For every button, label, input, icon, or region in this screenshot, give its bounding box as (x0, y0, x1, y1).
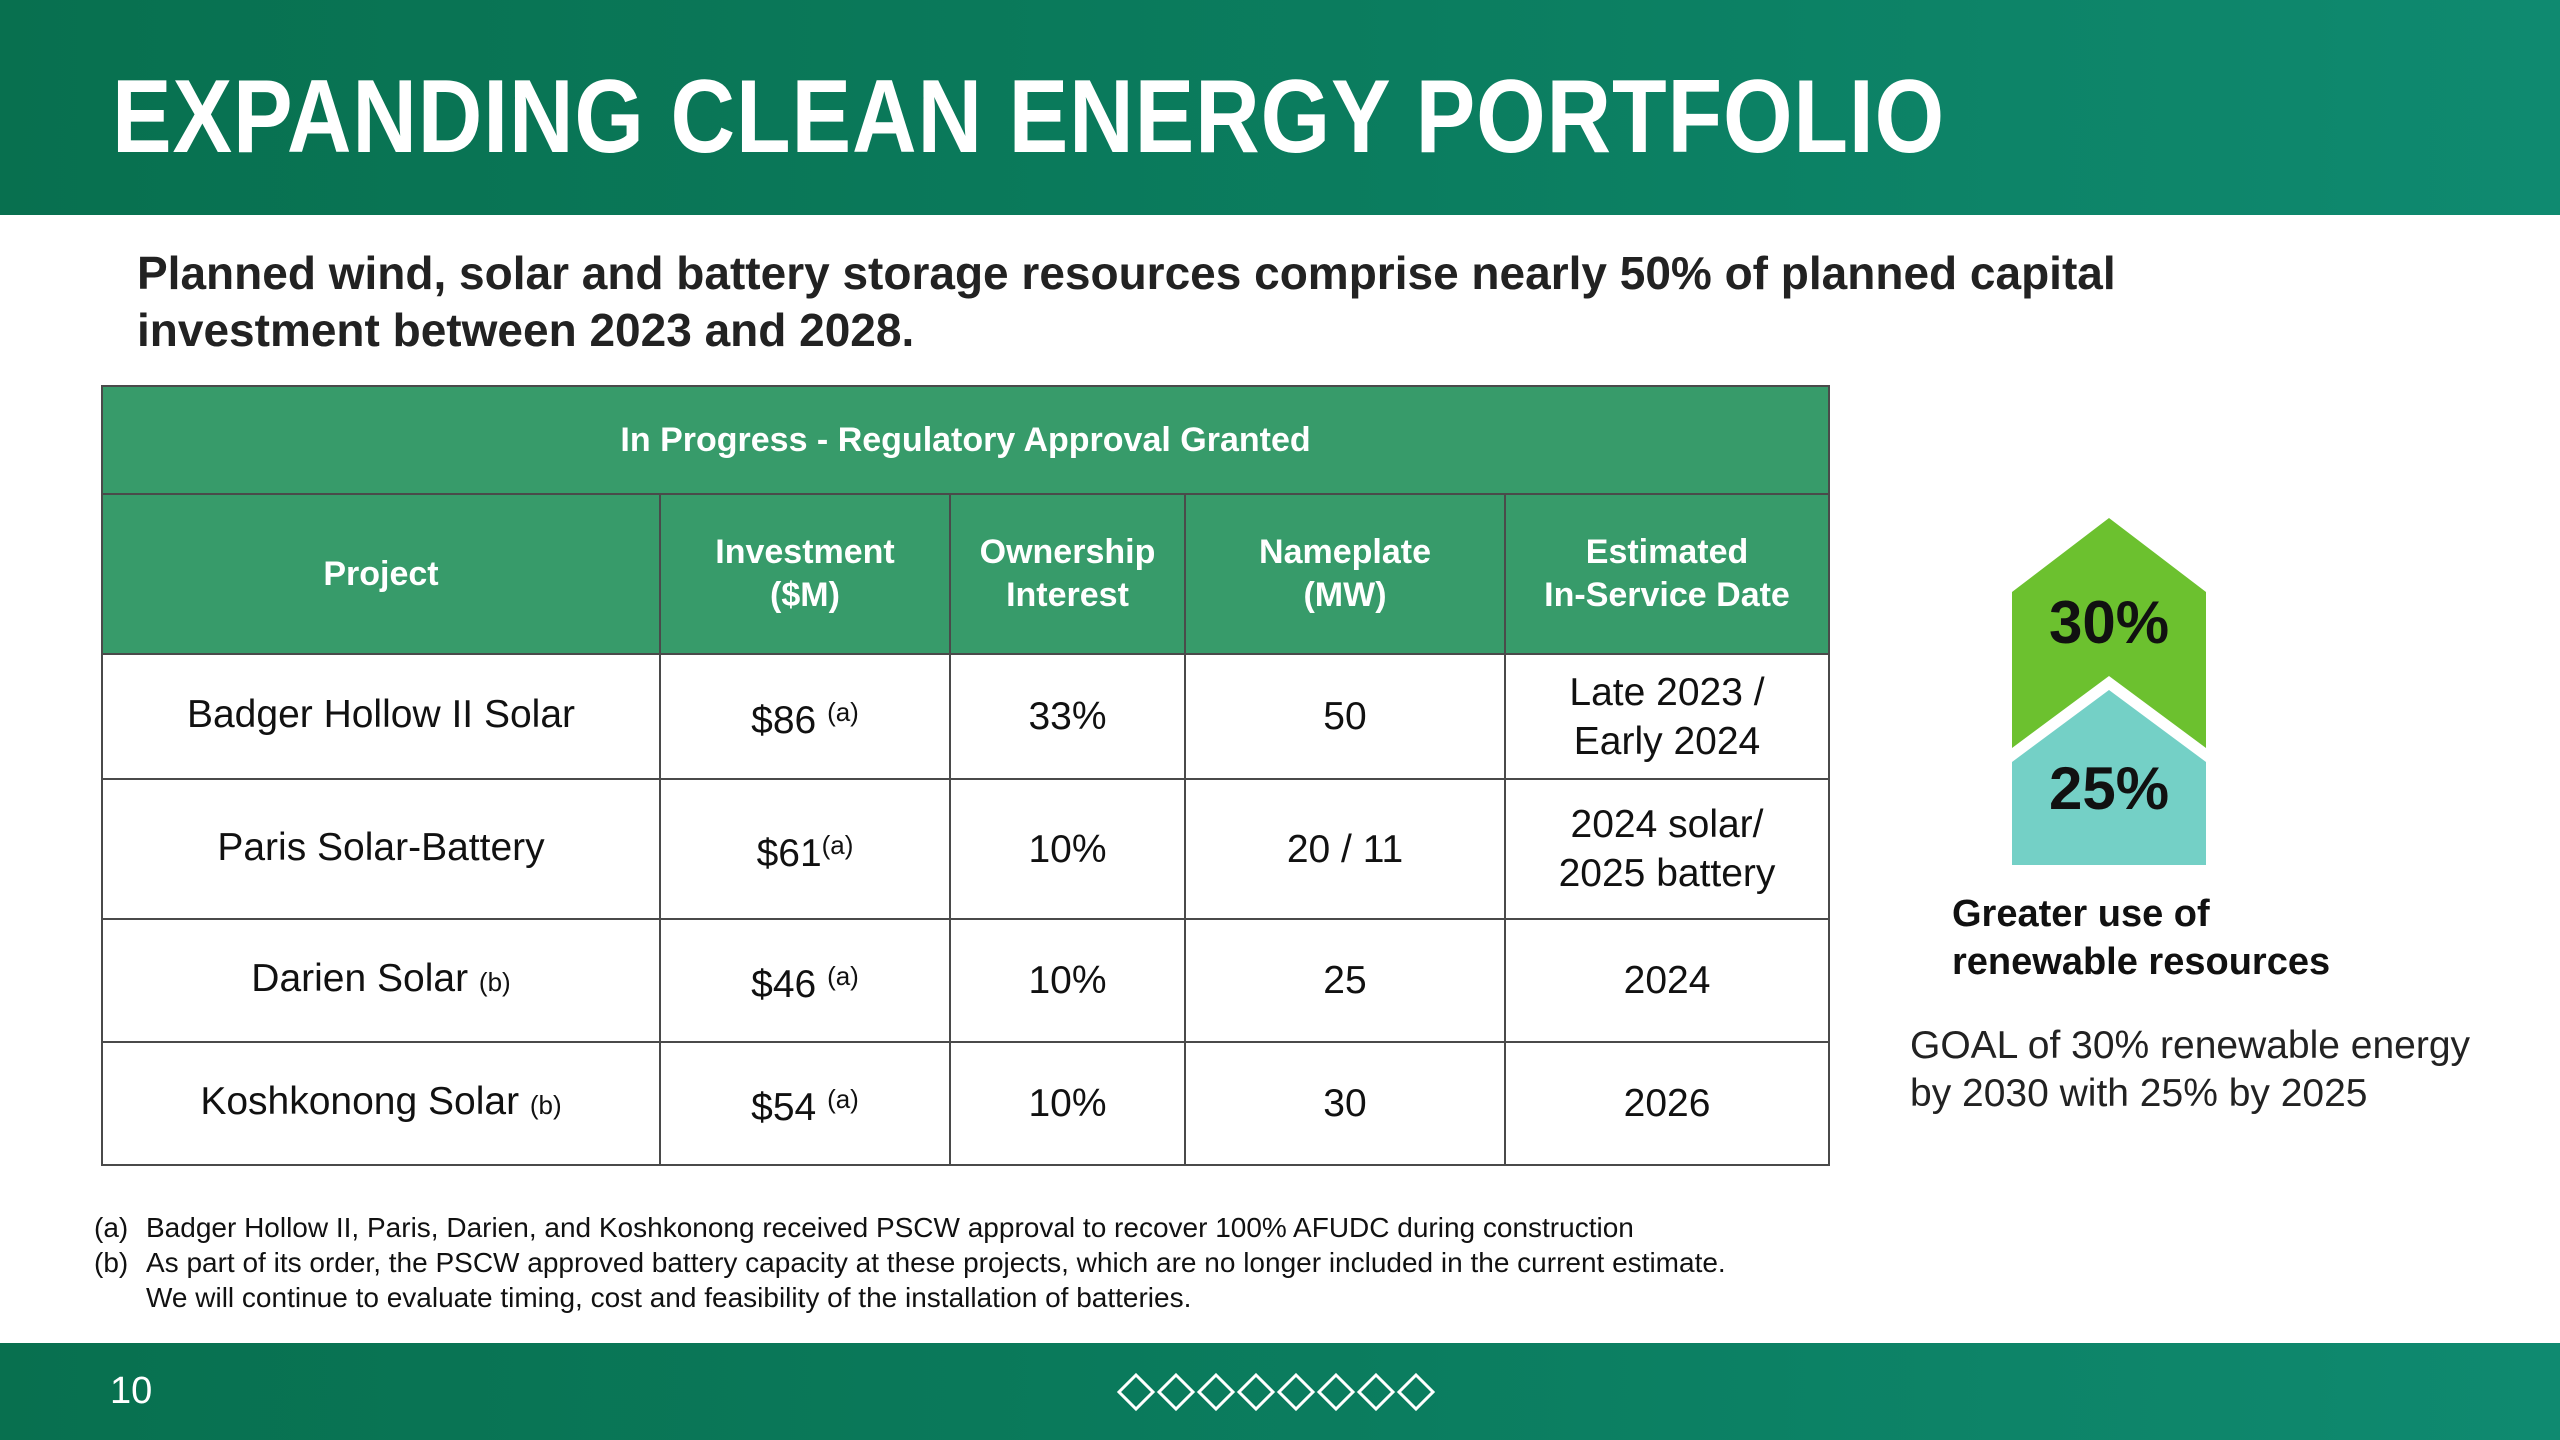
cell-in-service-date: Late 2023 /Early 2024 (1503, 653, 1831, 780)
table-row: Paris Solar-Battery $61(a) 10% 20 / 11 2… (101, 778, 1831, 920)
diamond-icon (1116, 1372, 1156, 1412)
slide-title: EXPANDING CLEAN ENERGY PORTFOLIO (112, 59, 1946, 175)
cell-ownership: 33% (949, 653, 1186, 780)
cell-ownership: 10% (949, 1041, 1186, 1166)
footnotes: (a) Badger Hollow II, Paris, Darien, and… (94, 1210, 1994, 1315)
cell-in-service-date: 2024 solar/2025 battery (1503, 778, 1831, 920)
table-row: Koshkonong Solar (b) $54 (a) 10% 30 2026 (101, 1041, 1831, 1166)
diamond-icon (1276, 1372, 1316, 1412)
footnote-a: (a) Badger Hollow II, Paris, Darien, and… (94, 1212, 1634, 1243)
column-header-nameplate: Nameplate (MW) (1184, 493, 1506, 655)
cell-project: Koshkonong Solar (b) (101, 1041, 661, 1166)
column-header-ownership: Ownership Interest (949, 493, 1186, 655)
diamond-row-icon (1116, 1372, 1436, 1412)
table-row: Badger Hollow II Solar $86 (a) 33% 50 La… (101, 653, 1831, 780)
cell-project: Badger Hollow II Solar (101, 653, 661, 780)
diamond-icon (1396, 1372, 1436, 1412)
cell-investment: $46 (a) (659, 918, 951, 1043)
cell-nameplate: 20 / 11 (1184, 778, 1506, 920)
cell-investment: $61(a) (659, 778, 951, 920)
slide-subtitle: Planned wind, solar and battery storage … (137, 247, 2116, 356)
renewable-goal-text: GOAL of 30% renewable energy by 2030 wit… (1910, 1024, 2471, 1115)
diamond-icon (1156, 1372, 1196, 1412)
projects-table: In Progress - Regulatory Approval Grante… (100, 385, 1831, 1166)
lower-percentage: 25% (2048, 755, 2170, 822)
cell-ownership: 10% (949, 778, 1186, 920)
diamond-icon (1316, 1372, 1356, 1412)
table-band-title: In Progress - Regulatory Approval Grante… (100, 385, 1831, 495)
cell-in-service-date: 2024 (1503, 918, 1831, 1043)
cell-project: Darien Solar (b) (101, 918, 661, 1043)
cell-nameplate: 50 (1184, 653, 1506, 780)
upper-arrow-shape (2012, 518, 2206, 748)
table-row: Darien Solar (b) $46 (a) 10% 25 2024 (101, 918, 1831, 1043)
footnote-b: (b) As part of its order, the PSCW appro… (94, 1247, 1726, 1313)
cell-ownership: 10% (949, 918, 1186, 1043)
diamond-icon (1356, 1372, 1396, 1412)
diamond-icon (1196, 1372, 1236, 1412)
header-bar (0, 0, 2560, 215)
upper-percentage: 30% (2048, 589, 2170, 656)
column-header-project: Project (101, 493, 661, 655)
cell-nameplate: 25 (1184, 918, 1506, 1043)
lower-arrow-shape (2012, 690, 2206, 865)
renewable-goal-arrow-graphic (2012, 518, 2206, 865)
page-number: 10 (110, 1370, 153, 1412)
cell-investment: $54 (a) (659, 1041, 951, 1166)
cell-investment: $86 (a) (659, 653, 951, 780)
cell-project: Paris Solar-Battery (101, 778, 661, 920)
cell-in-service-date: 2026 (1503, 1041, 1831, 1166)
diamond-icon (1236, 1372, 1276, 1412)
column-header-investment: Investment ($M) (659, 493, 951, 655)
cell-nameplate: 30 (1184, 1041, 1506, 1166)
renewable-heading: Greater use of renewable resources (1952, 893, 2331, 983)
column-header-in-service-date: Estimated In-Service Date (1503, 493, 1831, 655)
